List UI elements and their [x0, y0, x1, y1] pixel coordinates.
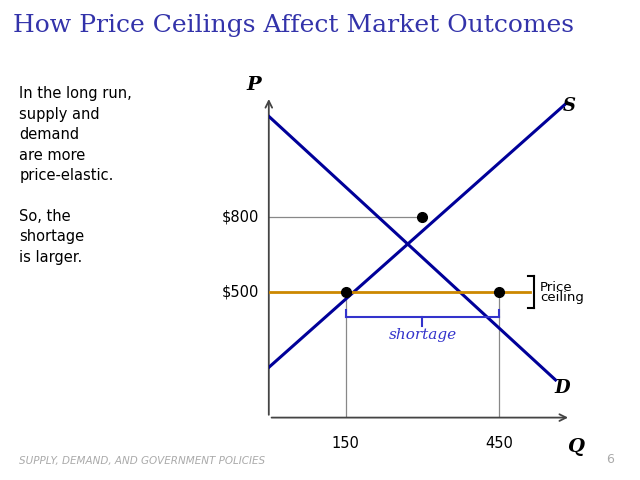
Text: D: D: [554, 379, 570, 396]
Text: 450: 450: [485, 436, 513, 451]
Text: $800: $800: [222, 209, 260, 224]
Text: SUPPLY, DEMAND, AND GOVERNMENT POLICIES: SUPPLY, DEMAND, AND GOVERNMENT POLICIES: [19, 456, 266, 466]
Text: shortage: shortage: [388, 328, 456, 342]
Text: 6: 6: [607, 453, 614, 466]
Text: Price: Price: [540, 280, 573, 294]
Text: How Price Ceilings Affect Market Outcomes: How Price Ceilings Affect Market Outcome…: [13, 14, 574, 37]
Text: P: P: [246, 76, 260, 94]
Text: 150: 150: [332, 436, 360, 451]
Text: ceiling: ceiling: [540, 290, 584, 303]
Text: $500: $500: [222, 285, 260, 300]
Text: Q: Q: [568, 438, 584, 456]
Text: In the long run,
supply and
demand
are more
price-elastic.

So, the
shortage
is : In the long run, supply and demand are m…: [19, 86, 132, 264]
Text: S: S: [563, 97, 576, 115]
